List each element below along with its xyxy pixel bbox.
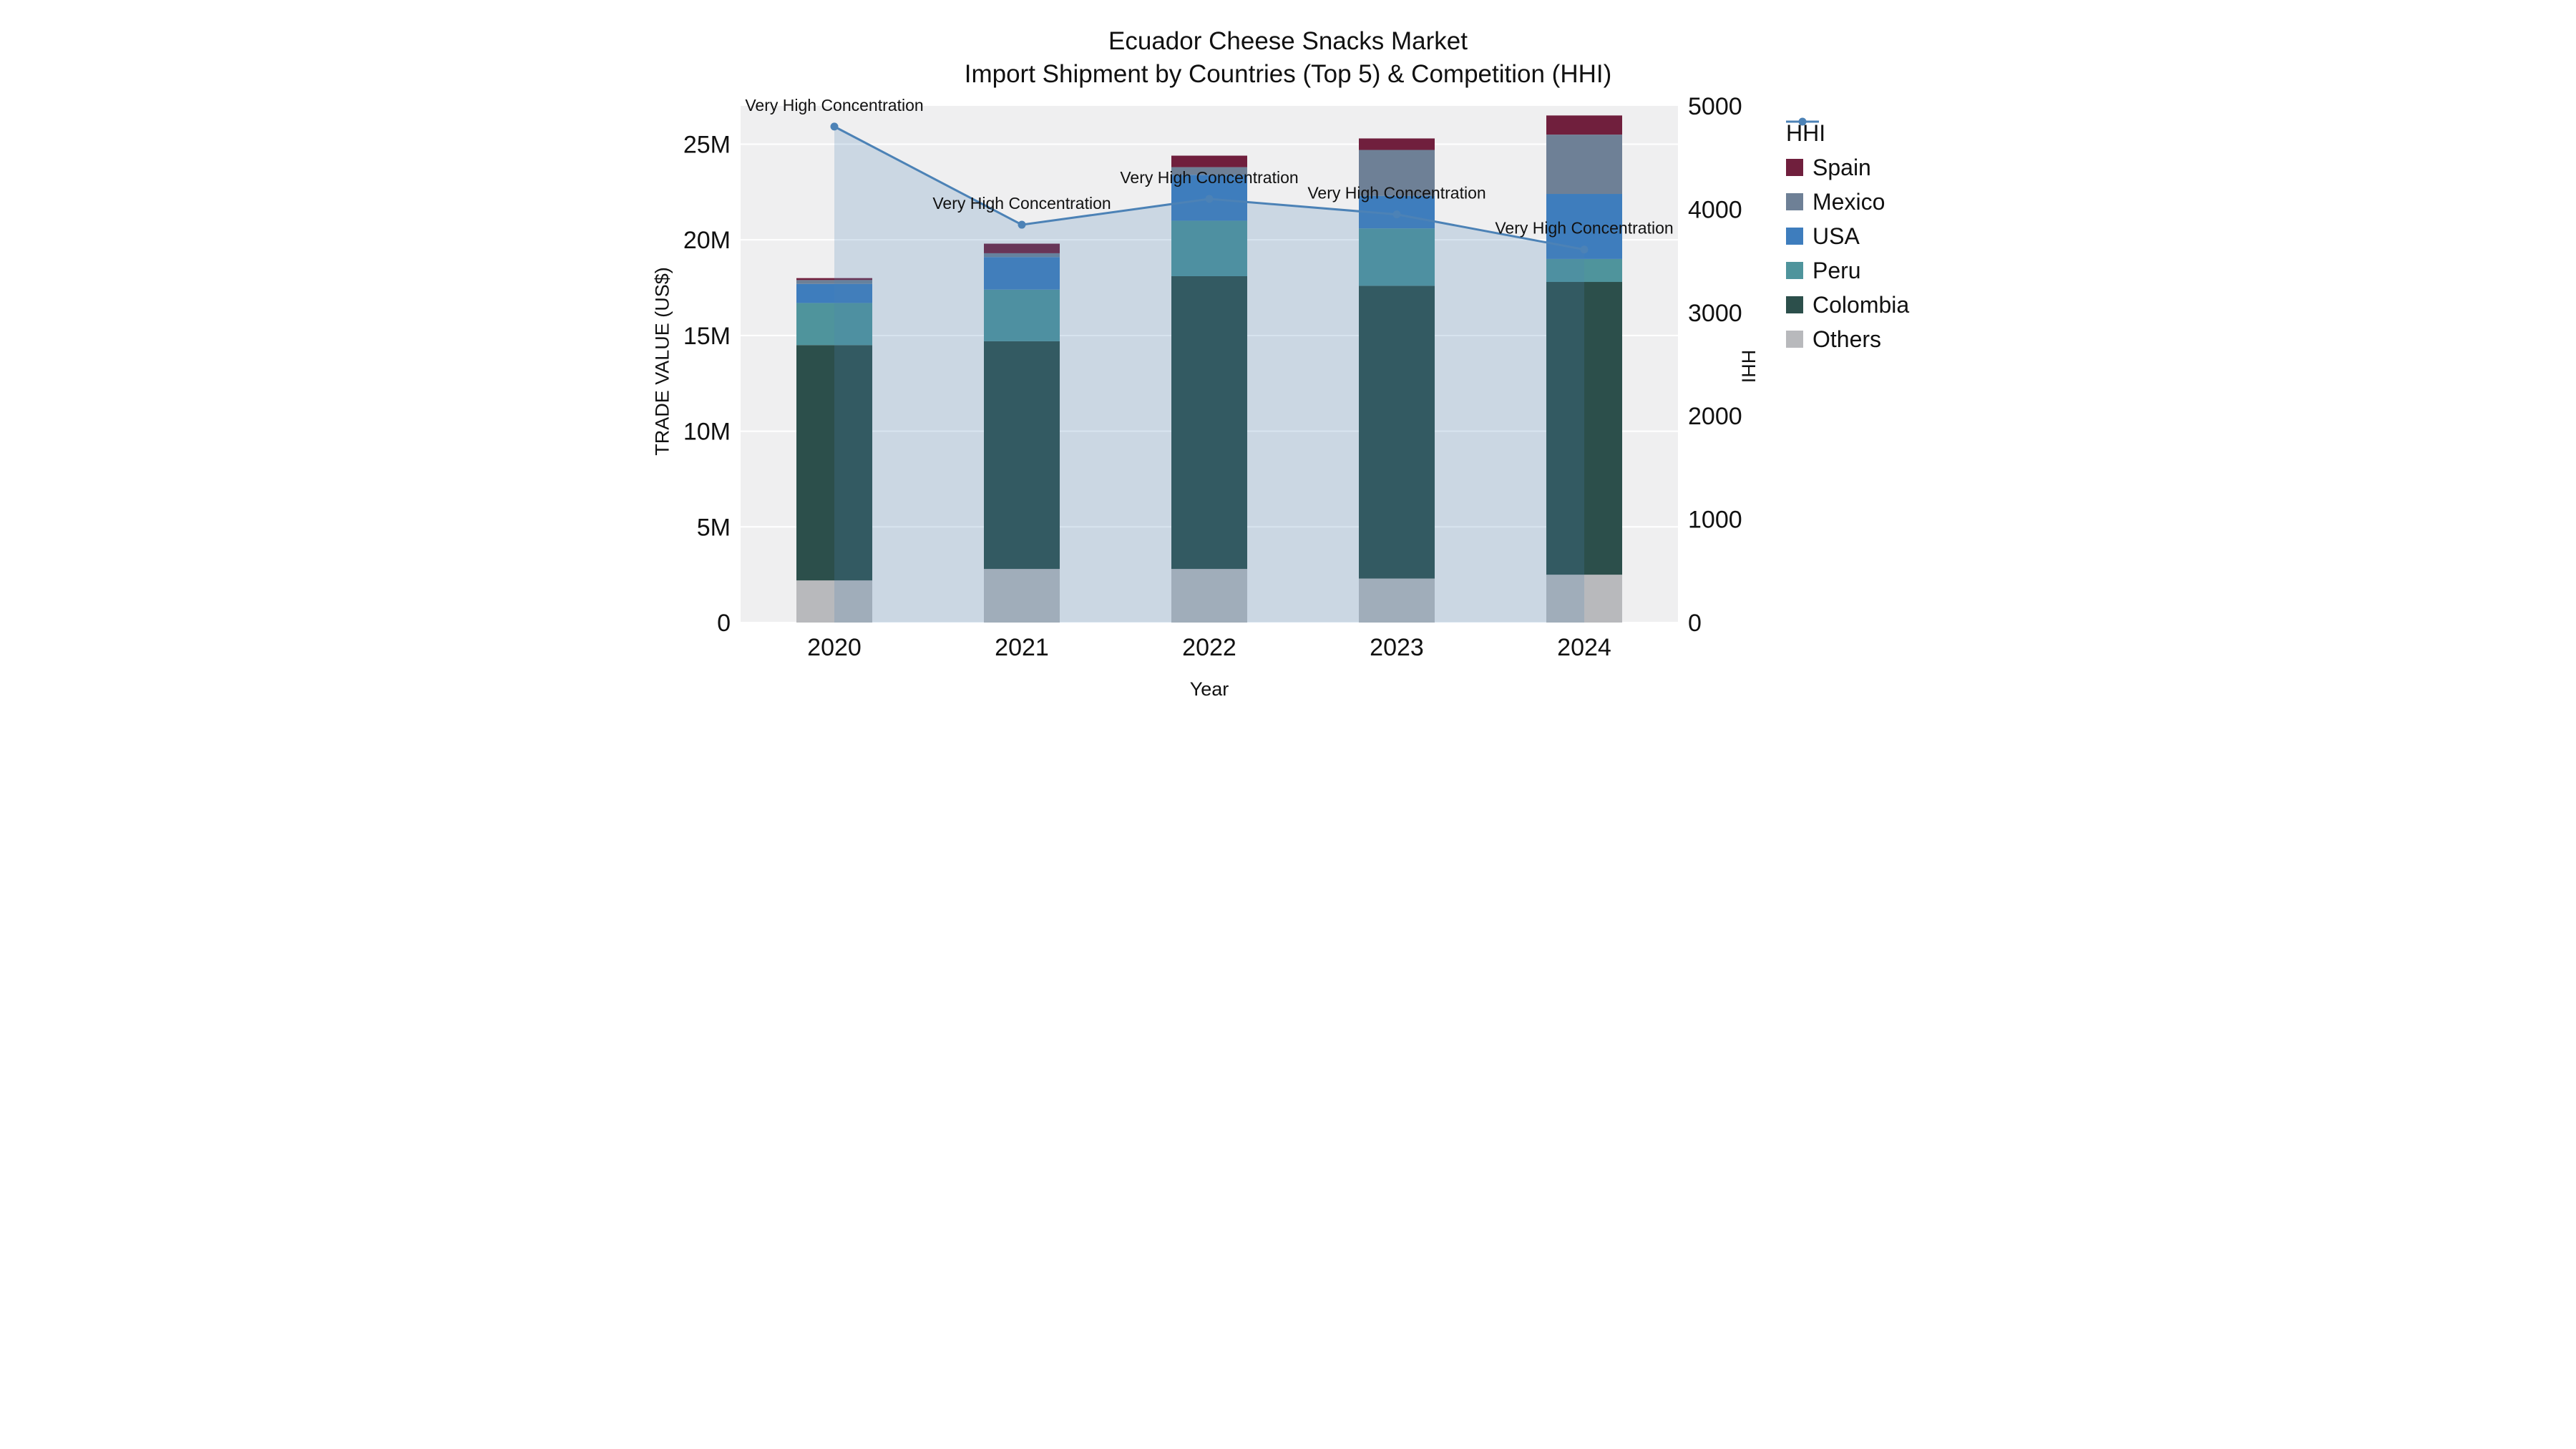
legend-item-peru[interactable]: Peru bbox=[1786, 253, 1909, 288]
y-right-tick: 2000 bbox=[1688, 403, 1742, 430]
bar-segment-mexico-2021 bbox=[984, 253, 1060, 258]
legend-swatch-colombia bbox=[1786, 296, 1803, 313]
legend-label-hhi: HHI bbox=[1786, 119, 1826, 146]
legend-item-spain[interactable]: Spain bbox=[1786, 150, 1909, 185]
hhi-marker-2021 bbox=[1018, 220, 1026, 229]
bar-segment-mexico-2022 bbox=[1171, 167, 1247, 175]
y-left-tick: 10M bbox=[683, 419, 731, 446]
hhi-marker-2020 bbox=[830, 122, 839, 131]
bar-segment-others-2022 bbox=[1171, 569, 1247, 623]
legend-label-others: Others bbox=[1813, 326, 1882, 352]
x-tick-2022: 2022 bbox=[1182, 634, 1236, 661]
legend-label-mexico: Mexico bbox=[1813, 188, 1885, 215]
legend-label-colombia: Colombia bbox=[1813, 291, 1910, 318]
y-right-tick: 1000 bbox=[1688, 507, 1742, 534]
annotation-2023: Very High Concentration bbox=[1307, 184, 1485, 203]
bar-segment-peru-2024 bbox=[1546, 258, 1622, 283]
x-tick-2023: 2023 bbox=[1370, 634, 1424, 661]
bar-segment-spain-2021 bbox=[984, 243, 1060, 253]
legend-label-usa: USA bbox=[1813, 223, 1860, 249]
hhi-marker-2024 bbox=[1580, 245, 1589, 254]
legend-swatch-spain bbox=[1786, 159, 1803, 176]
x-tick-2021: 2021 bbox=[995, 634, 1049, 661]
annotation-2021: Very High Concentration bbox=[932, 194, 1111, 213]
legend-item-others[interactable]: Others bbox=[1786, 322, 1909, 356]
bar-segment-usa-2020 bbox=[796, 283, 872, 303]
chart-figure: Very High Concentration Very High Concent… bbox=[644, 0, 1932, 724]
y-axis-left-title: TRADE VALUE (US$) bbox=[651, 267, 673, 456]
y-right-tick: 5000 bbox=[1688, 93, 1742, 120]
chart-title: Ecuador Cheese Snacks Market bbox=[1108, 27, 1468, 55]
y-axis-right-title: HHI bbox=[1737, 349, 1760, 384]
annotation-2022: Very High Concentration bbox=[1120, 168, 1298, 187]
bar-segment-colombia-2021 bbox=[984, 341, 1060, 570]
legend-swatch-peru bbox=[1786, 262, 1803, 279]
legend: HHI Spain Mexico USA Peru Colombia Others bbox=[1786, 116, 1909, 356]
x-axis-title: Year bbox=[1189, 678, 1229, 700]
y-left-tick: 0 bbox=[717, 610, 731, 637]
hhi-area-fill bbox=[834, 126, 1584, 623]
bar-segment-spain-2020 bbox=[796, 278, 872, 280]
bar-segment-others-2023 bbox=[1359, 578, 1435, 623]
legend-item-hhi[interactable]: HHI bbox=[1786, 116, 1909, 150]
chart-subtitle: Import Shipment by Countries (Top 5) & C… bbox=[964, 60, 1612, 88]
bar-segment-others-2024 bbox=[1546, 575, 1622, 623]
bar-segment-peru-2022 bbox=[1171, 220, 1247, 276]
y-right-tick: 3000 bbox=[1688, 300, 1742, 327]
bar-segment-colombia-2024 bbox=[1546, 282, 1622, 575]
legend-item-usa[interactable]: USA bbox=[1786, 219, 1909, 253]
bar-segment-mexico-2024 bbox=[1546, 135, 1622, 195]
legend-swatch-others bbox=[1786, 331, 1803, 348]
legend-swatch-mexico bbox=[1786, 193, 1803, 210]
bar-segment-colombia-2020 bbox=[796, 345, 872, 581]
y-right-tick: 0 bbox=[1688, 610, 1702, 637]
legend-label-peru: Peru bbox=[1813, 257, 1861, 283]
bar-segment-spain-2024 bbox=[1546, 115, 1622, 135]
bar-segment-colombia-2023 bbox=[1359, 286, 1435, 579]
bar-segment-spain-2023 bbox=[1359, 138, 1435, 150]
bar-segment-usa-2021 bbox=[984, 257, 1060, 290]
bar-segment-peru-2020 bbox=[796, 303, 872, 346]
x-tick-2020: 2020 bbox=[807, 634, 862, 661]
bar-segment-colombia-2022 bbox=[1171, 275, 1247, 570]
bar-segment-peru-2023 bbox=[1359, 228, 1435, 286]
bar-segment-peru-2021 bbox=[984, 289, 1060, 341]
annotation-2024: Very High Concentration bbox=[1495, 219, 1673, 238]
bar-segment-others-2021 bbox=[984, 569, 1060, 623]
y-right-tick: 4000 bbox=[1688, 196, 1742, 223]
x-tick-2024: 2024 bbox=[1557, 634, 1611, 661]
bar-segment-spain-2022 bbox=[1171, 155, 1247, 167]
y-left-tick: 20M bbox=[683, 227, 731, 254]
bar-segment-mexico-2020 bbox=[796, 280, 872, 284]
annotation-2020: Very High Concentration bbox=[745, 96, 923, 114]
legend-label-spain: Spain bbox=[1813, 154, 1871, 180]
plot-canvas: Very High Concentration Very High Concent… bbox=[683, 93, 1742, 661]
legend-line-marker bbox=[1786, 117, 1819, 126]
hhi-marker-2023 bbox=[1392, 210, 1401, 219]
y-left-tick: 25M bbox=[683, 131, 731, 158]
bar-segment-others-2020 bbox=[796, 580, 872, 623]
y-left-tick: 5M bbox=[697, 514, 731, 541]
legend-item-colombia[interactable]: Colombia bbox=[1786, 288, 1909, 322]
y-left-tick: 15M bbox=[683, 323, 731, 350]
hhi-marker-2022 bbox=[1205, 195, 1214, 203]
legend-swatch-usa bbox=[1786, 228, 1803, 245]
bar-segment-mexico-2023 bbox=[1359, 150, 1435, 196]
legend-item-mexico[interactable]: Mexico bbox=[1786, 185, 1909, 219]
